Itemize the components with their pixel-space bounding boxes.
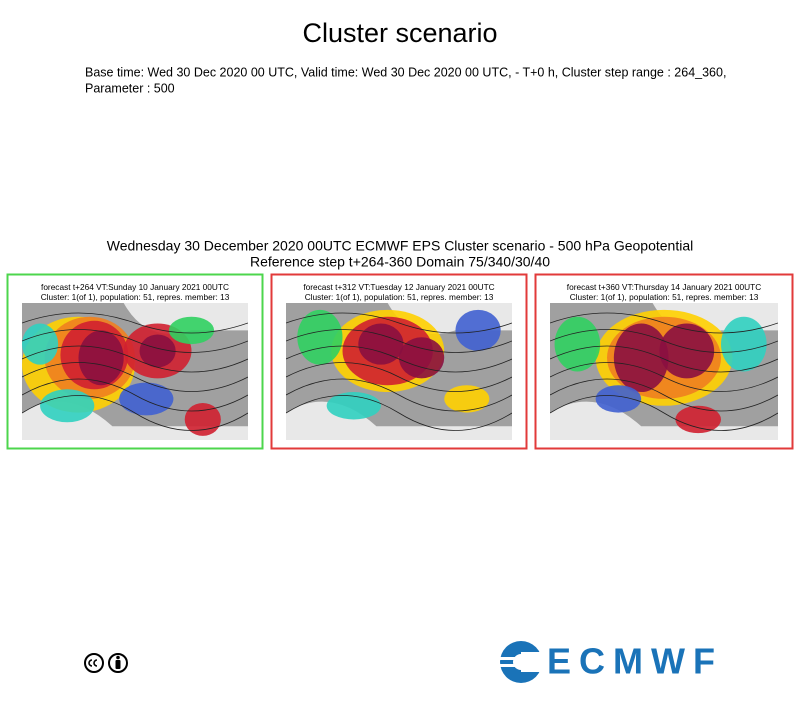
- isoline: [286, 378, 512, 412]
- field-contour: [78, 330, 124, 386]
- field-contour: [358, 323, 404, 365]
- panel-caption: Cluster: 1(of 1), population: 51, repres…: [570, 292, 759, 302]
- field-contour: [444, 385, 490, 413]
- map-panel: forecast t+264 VT:Sunday 10 January 2021…: [6, 273, 264, 450]
- isoline: [22, 329, 248, 353]
- field-contour: [659, 323, 715, 379]
- cc-icon: [84, 653, 128, 673]
- isoline: [286, 395, 512, 431]
- isoline: [286, 329, 512, 353]
- field-contour: [399, 337, 445, 379]
- field-contour: [297, 309, 343, 365]
- panel-caption: forecast t+360 VT:Thursday 14 January 20…: [567, 282, 761, 292]
- field-contour: [168, 316, 215, 345]
- description: Base time: Wed 30 Dec 2020 00 UTC, Valid…: [85, 65, 726, 79]
- field-contour: [40, 389, 95, 423]
- isoline: [22, 378, 248, 412]
- isoline: [550, 362, 778, 392]
- map: [286, 303, 512, 440]
- panel-caption: Cluster: 1(of 1), population: 51, repres…: [305, 292, 494, 302]
- isoline: [550, 345, 778, 373]
- panel-caption: forecast t+312 VT:Tuesday 12 January 202…: [303, 282, 494, 292]
- isoline: [550, 395, 778, 431]
- map-panel: forecast t+360 VT:Thursday 14 January 20…: [534, 273, 794, 450]
- ecmwf-logo: ECMWF: [500, 641, 715, 683]
- figure-title: Reference step t+264-360 Domain 75/340/3…: [250, 254, 550, 270]
- panel-caption: Cluster: 1(of 1), population: 51, repres…: [41, 292, 230, 302]
- logo-text: ECMWF: [547, 641, 715, 682]
- figure-title: Wednesday 30 December 2020 00UTC ECMWF E…: [107, 238, 693, 254]
- isoline: [22, 395, 248, 431]
- panels: forecast t+264 VT:Sunday 10 January 2021…: [6, 273, 794, 450]
- isoline: [550, 312, 778, 334]
- map: [550, 303, 778, 440]
- isoline: [286, 345, 512, 373]
- field-contour: [455, 309, 501, 351]
- field-contour: [595, 385, 642, 413]
- map: [22, 303, 248, 440]
- isoline: [286, 362, 512, 392]
- field-contour: [613, 323, 669, 393]
- field-contour: [721, 316, 767, 372]
- map-panel: forecast t+312 VT:Tuesday 12 January 202…: [270, 273, 528, 450]
- page-title: Cluster scenario: [302, 18, 497, 48]
- field-contour: [675, 405, 721, 434]
- isoline: [22, 345, 248, 373]
- isoline: [22, 312, 248, 334]
- panel-caption: forecast t+264 VT:Sunday 10 January 2021…: [41, 282, 229, 292]
- field-contour: [119, 382, 174, 416]
- isoline: [550, 329, 778, 353]
- isoline: [286, 312, 512, 334]
- isoline: [22, 362, 248, 392]
- field-contour: [22, 323, 59, 365]
- isoline: [550, 378, 778, 412]
- field-contour: [139, 334, 176, 368]
- description: Parameter : 500: [85, 81, 175, 95]
